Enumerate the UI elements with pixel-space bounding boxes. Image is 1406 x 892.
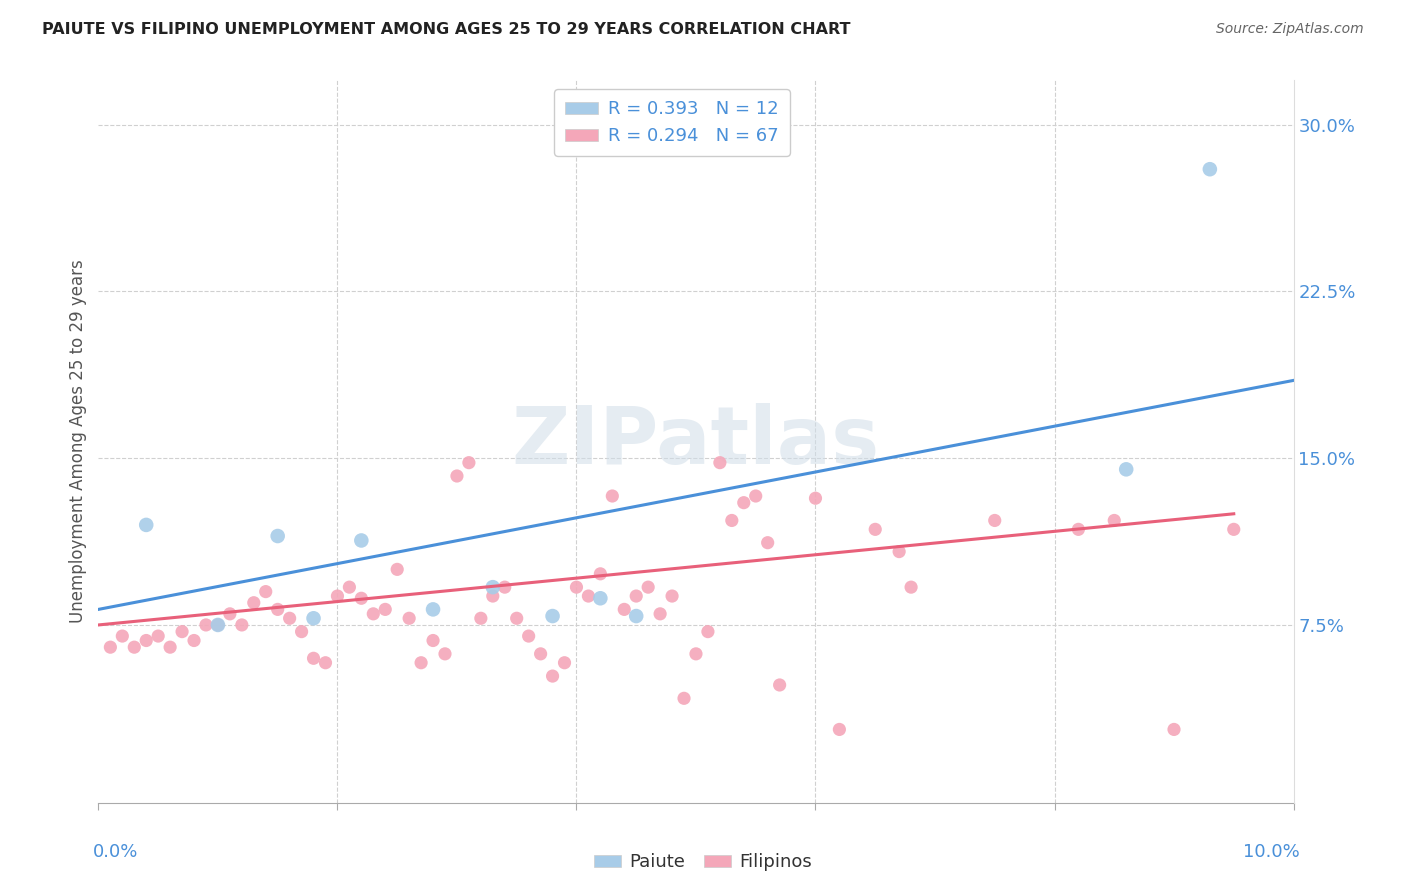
Point	[626, 609, 648, 624]
Point	[650, 607, 672, 621]
Point	[278, 611, 301, 625]
Point	[458, 456, 481, 470]
Point	[578, 589, 600, 603]
Point	[434, 647, 457, 661]
Point	[111, 629, 134, 643]
Point	[231, 618, 253, 632]
Legend: Paiute, Filipinos: Paiute, Filipinos	[586, 847, 820, 879]
Point	[422, 633, 444, 648]
Point	[745, 489, 768, 503]
Point	[195, 618, 218, 632]
Point	[422, 602, 444, 616]
Point	[589, 591, 612, 606]
Text: ZIPatlas: ZIPatlas	[512, 402, 880, 481]
Point	[207, 618, 229, 632]
Point	[828, 723, 851, 737]
Point	[1163, 723, 1185, 737]
Point	[302, 611, 325, 625]
Point	[984, 513, 1007, 527]
Point	[541, 669, 564, 683]
Text: PAIUTE VS FILIPINO UNEMPLOYMENT AMONG AGES 25 TO 29 YEARS CORRELATION CHART: PAIUTE VS FILIPINO UNEMPLOYMENT AMONG AG…	[42, 22, 851, 37]
Text: 10.0%: 10.0%	[1243, 843, 1299, 861]
Point	[219, 607, 242, 621]
Point	[326, 589, 349, 603]
Point	[865, 522, 887, 536]
Point	[709, 456, 731, 470]
Y-axis label: Unemployment Among Ages 25 to 29 years: Unemployment Among Ages 25 to 29 years	[69, 260, 87, 624]
Point	[626, 589, 648, 603]
Point	[506, 611, 529, 625]
Point	[613, 602, 636, 616]
Point	[135, 517, 157, 532]
Point	[350, 591, 373, 606]
Point	[363, 607, 385, 621]
Point	[98, 640, 122, 655]
Point	[385, 562, 409, 576]
Point	[482, 580, 505, 594]
Point	[530, 647, 553, 661]
Point	[398, 611, 420, 625]
Point	[291, 624, 314, 639]
Point	[804, 491, 827, 506]
Point	[733, 496, 755, 510]
Point	[900, 580, 922, 594]
Point	[1104, 513, 1126, 527]
Point	[339, 580, 361, 594]
Point	[889, 544, 911, 558]
Point	[124, 640, 146, 655]
Point	[315, 656, 337, 670]
Point	[243, 596, 266, 610]
Point	[565, 580, 588, 594]
Point	[721, 513, 744, 527]
Point	[1223, 522, 1246, 536]
Point	[602, 489, 624, 503]
Point	[685, 647, 707, 661]
Point	[302, 651, 325, 665]
Point	[254, 584, 277, 599]
Point	[159, 640, 181, 655]
Point	[183, 633, 205, 648]
Point	[697, 624, 720, 639]
Point	[637, 580, 659, 594]
Point	[172, 624, 194, 639]
Point	[1115, 462, 1137, 476]
Point	[135, 633, 157, 648]
Point	[411, 656, 433, 670]
Point	[589, 566, 612, 581]
Point	[470, 611, 492, 625]
Point	[517, 629, 540, 643]
Point	[673, 691, 696, 706]
Point	[756, 535, 779, 549]
Text: Source: ZipAtlas.com: Source: ZipAtlas.com	[1216, 22, 1364, 37]
Point	[494, 580, 516, 594]
Point	[446, 469, 468, 483]
Text: 0.0%: 0.0%	[93, 843, 138, 861]
Point	[350, 533, 373, 548]
Point	[267, 529, 290, 543]
Point	[1199, 162, 1222, 177]
Point	[541, 609, 564, 624]
Point	[554, 656, 576, 670]
Point	[148, 629, 170, 643]
Point	[267, 602, 290, 616]
Point	[1067, 522, 1090, 536]
Legend: R = 0.393   N = 12, R = 0.294   N = 67: R = 0.393 N = 12, R = 0.294 N = 67	[554, 89, 790, 156]
Point	[482, 589, 505, 603]
Point	[661, 589, 683, 603]
Point	[769, 678, 792, 692]
Point	[374, 602, 396, 616]
Point	[207, 618, 229, 632]
